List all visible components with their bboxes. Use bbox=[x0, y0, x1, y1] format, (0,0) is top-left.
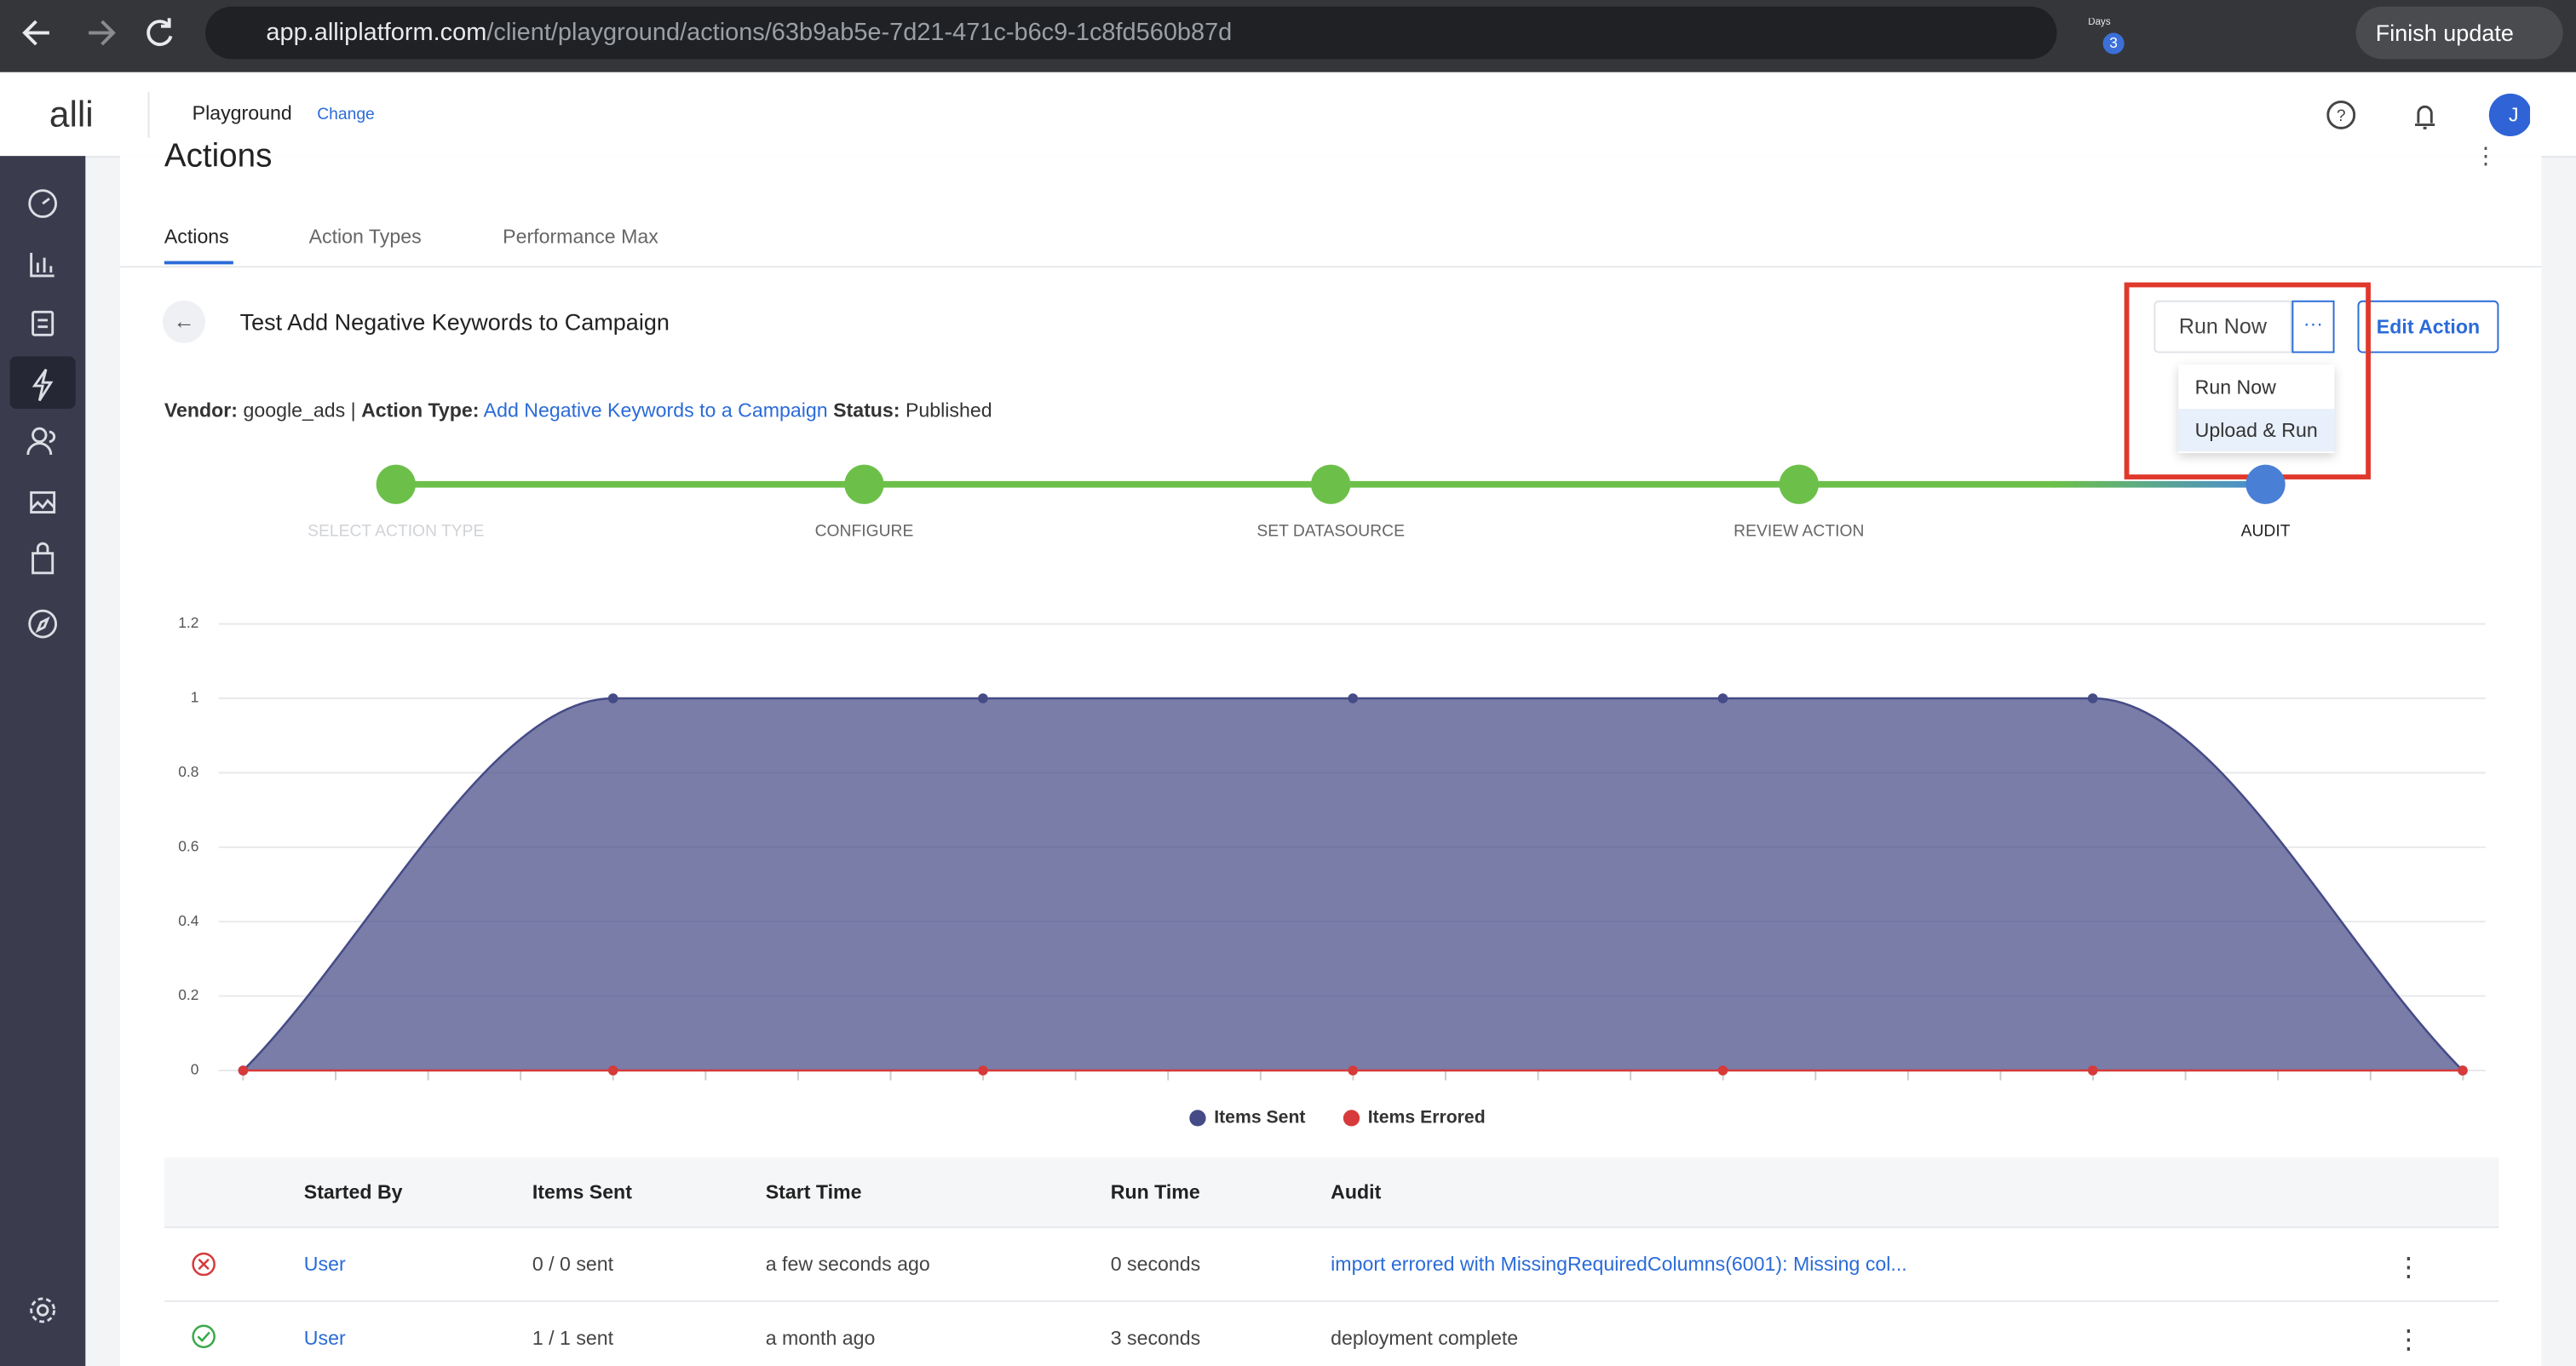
point bbox=[1348, 693, 1358, 703]
label: Status: bbox=[833, 399, 900, 422]
point bbox=[2087, 693, 2098, 703]
card-menu[interactable]: ⋮ bbox=[2474, 141, 2498, 169]
tab[interactable]: Performance Max bbox=[503, 225, 658, 249]
cell: deployment complete bbox=[1331, 1326, 1519, 1350]
y-tick-label: 0.2 bbox=[178, 986, 198, 1003]
separator: | bbox=[350, 399, 356, 422]
status: Published bbox=[905, 399, 992, 422]
cell: a few seconds ago bbox=[765, 1252, 930, 1276]
row-menu[interactable]: ⋮ bbox=[2395, 1326, 2422, 1355]
chart: 0 0.2 0.4 0.6 0.8 1 1.2 Items Sent Items Errored bbox=[178, 614, 2486, 1128]
stepper bbox=[376, 464, 2286, 504]
column-header[interactable]: Audit bbox=[1331, 1180, 1382, 1204]
y-tick-label: 0.6 bbox=[178, 837, 198, 854]
step-label: SET DATASOURCE bbox=[1256, 523, 1405, 542]
extension-badge: 3 bbox=[2102, 32, 2125, 55]
menu-item[interactable]: Run Now bbox=[2194, 376, 2276, 399]
svg-text:?: ? bbox=[2337, 107, 2346, 125]
avatar[interactable]: J bbox=[2508, 103, 2519, 127]
edit-button[interactable]: Edit Action bbox=[2357, 300, 2499, 353]
point bbox=[1717, 693, 1728, 703]
row-menu[interactable]: ⋮ bbox=[2395, 1254, 2422, 1283]
update-button[interactable] bbox=[2355, 6, 2563, 60]
url-bar[interactable] bbox=[205, 6, 2057, 60]
column-header[interactable]: Started By bbox=[303, 1180, 403, 1204]
y-tick-label: 1.2 bbox=[178, 614, 198, 631]
cell: 0 / 0 sent bbox=[532, 1252, 614, 1276]
action-type-link[interactable]: Add Negative Keywords to a Campaign bbox=[483, 399, 828, 422]
header-icons: ? bbox=[2326, 93, 2531, 137]
tab[interactable]: Action Types bbox=[308, 225, 422, 249]
menu-item[interactable]: Upload & Run bbox=[2194, 418, 2318, 442]
point bbox=[607, 693, 618, 703]
cell: 3 seconds bbox=[1110, 1326, 1201, 1350]
logo[interactable]: alli bbox=[49, 93, 94, 135]
extension[interactable]: Days Ur bbox=[2088, 18, 2111, 28]
point bbox=[1348, 1065, 1358, 1076]
tab[interactable]: Actions bbox=[164, 225, 229, 249]
status-icons bbox=[192, 1252, 216, 1349]
legend-label: Items Sent bbox=[1214, 1108, 1305, 1128]
change-link[interactable]: Change bbox=[317, 106, 375, 124]
y-tick-label: 0 bbox=[191, 1061, 199, 1078]
action-name: Test Add Negative Keywords to Campaign bbox=[239, 308, 670, 336]
cell[interactable]: User bbox=[303, 1252, 346, 1276]
tab-border bbox=[119, 266, 2542, 268]
update-text: Finish update bbox=[2375, 20, 2514, 46]
y-tick-label: 0.8 bbox=[178, 763, 198, 780]
dropdown-highlight bbox=[2178, 409, 2335, 452]
back-button[interactable]: ← bbox=[162, 300, 206, 343]
workspace: Playground bbox=[192, 101, 292, 125]
step-label: CONFIGURE bbox=[814, 523, 914, 542]
nav-icons bbox=[22, 18, 173, 47]
step-label: REVIEW ACTION bbox=[1734, 523, 1865, 542]
point bbox=[1717, 1065, 1728, 1076]
vendor: google_ads bbox=[243, 399, 346, 422]
app-header bbox=[0, 72, 2576, 158]
cell: 1 / 1 sent bbox=[532, 1326, 614, 1350]
step-label: AUDIT bbox=[2240, 523, 2291, 542]
legend-marker bbox=[1189, 1110, 1206, 1127]
area bbox=[243, 698, 2463, 1070]
table-header bbox=[164, 1157, 2499, 1229]
page-title: Actions bbox=[164, 138, 273, 175]
meta: Vendor: google_ads | Action Type: Add Ne… bbox=[164, 399, 992, 422]
more-button[interactable]: ··· bbox=[2291, 300, 2335, 353]
legend-label: Items Errored bbox=[1368, 1108, 1486, 1128]
label: Vendor: bbox=[164, 399, 239, 422]
column-header[interactable]: Run Time bbox=[1110, 1180, 1200, 1204]
point bbox=[607, 1065, 618, 1076]
cell: 0 seconds bbox=[1110, 1252, 1201, 1276]
sidebar-icons bbox=[26, 189, 58, 1323]
legend-marker bbox=[1343, 1110, 1360, 1127]
cell: a month ago bbox=[765, 1326, 876, 1350]
row-border bbox=[164, 1300, 2499, 1302]
point bbox=[978, 693, 988, 703]
point bbox=[238, 1065, 249, 1076]
y-tick-label: 1 bbox=[191, 689, 199, 706]
cell[interactable]: User bbox=[303, 1326, 346, 1350]
step-label: SELECT ACTION TYPE bbox=[308, 523, 485, 542]
point bbox=[2087, 1065, 2098, 1076]
tab-underline bbox=[164, 261, 233, 265]
column-header[interactable]: Start Time bbox=[765, 1180, 862, 1204]
y-tick-label: 0.4 bbox=[178, 912, 198, 929]
url-domain: app.alliplatform.com bbox=[266, 19, 487, 47]
column-header[interactable]: Items Sent bbox=[532, 1180, 632, 1204]
divider bbox=[147, 91, 150, 138]
point bbox=[978, 1065, 988, 1076]
cell[interactable]: import errored with MissingRequiredColum… bbox=[1331, 1252, 1907, 1276]
url-path: /client/playground/actions/63b9ab5e-7d21… bbox=[486, 19, 1233, 47]
run-now-button[interactable]: Run Now bbox=[2153, 300, 2292, 353]
point bbox=[2458, 1065, 2468, 1076]
label: Action Type: bbox=[361, 399, 480, 422]
